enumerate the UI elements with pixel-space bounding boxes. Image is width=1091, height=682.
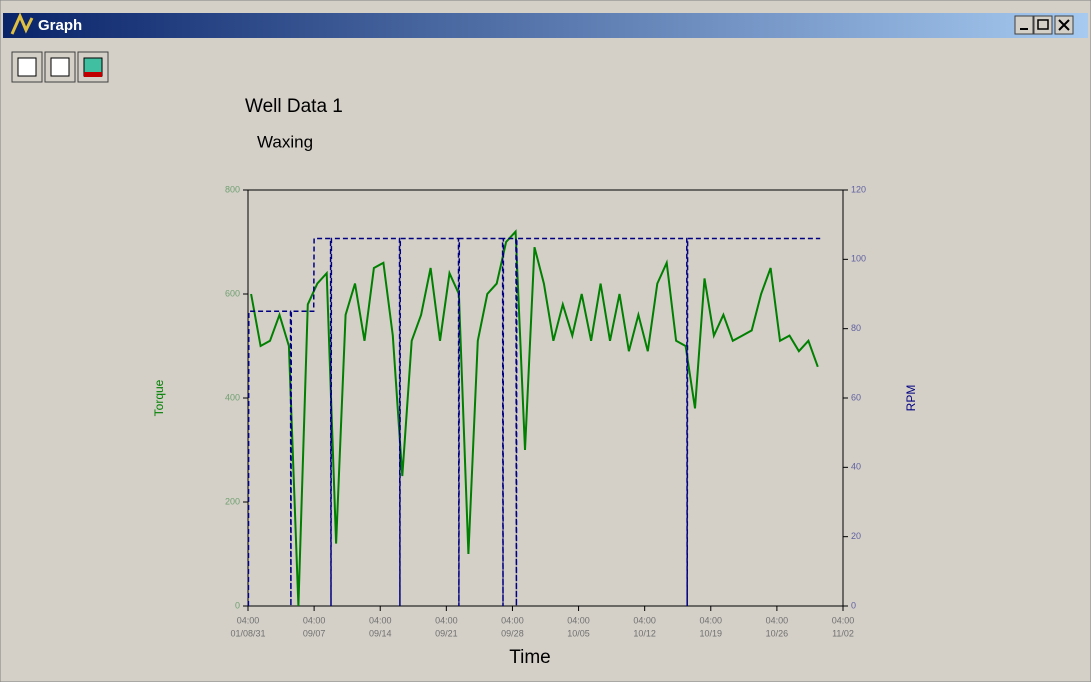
toolbar-icon	[17, 57, 37, 77]
minimize-button[interactable]	[1014, 15, 1034, 35]
x-tick-label: 09/28	[501, 628, 524, 638]
window-title: Graph	[38, 17, 82, 34]
y2-tick-label: 80	[851, 323, 861, 333]
x-tick-label: 10/19	[700, 628, 723, 638]
series-line	[247, 237, 821, 607]
maximize-button[interactable]	[1033, 15, 1053, 35]
minimize-glyph	[1020, 28, 1028, 30]
x-tick-label: 10/26	[766, 628, 789, 638]
y-axis-label: Torque	[152, 379, 166, 416]
x-tick-label: 10/05	[567, 628, 590, 638]
y-tick-label: 400	[225, 392, 240, 402]
toolbar-icon	[50, 57, 70, 77]
app-icon	[10, 12, 34, 35]
x-tick-label: 10/12	[633, 628, 656, 638]
x-tick-label: 04:00	[237, 615, 260, 625]
y2-axis-label: RPM	[904, 385, 918, 412]
y2-tick-label: 60	[851, 392, 861, 402]
x-tick-label: 04:00	[832, 615, 855, 625]
title-bar	[3, 13, 1088, 38]
x-tick-label: 09/07	[303, 628, 326, 638]
toolbar	[11, 51, 109, 83]
y-tick-label: 200	[225, 496, 240, 506]
x-tick-label: 04:00	[766, 615, 789, 625]
y2-tick-label: 120	[851, 184, 866, 194]
close-glyph	[1058, 19, 1070, 31]
x-tick-label: 01/08/31	[230, 628, 265, 638]
x-tick-label: 04:00	[435, 615, 458, 625]
chart-subtitle: Waxing	[257, 132, 313, 151]
x-axis-label: Time	[509, 647, 551, 668]
x-tick-label: 04:00	[369, 615, 392, 625]
x-tick-label: 04:00	[303, 615, 326, 625]
y2-tick-label: 20	[851, 531, 861, 541]
x-tick-label: 04:00	[567, 615, 590, 625]
y2-tick-label: 100	[851, 254, 866, 264]
x-tick-label: 11/02	[832, 628, 854, 638]
y2-tick-label: 40	[851, 462, 861, 472]
chart-title: Well Data 1	[245, 96, 343, 117]
x-tick-label: 09/14	[369, 628, 392, 638]
y-tick-label: 800	[225, 184, 240, 194]
y-tick-label: 600	[225, 288, 240, 298]
toolbar-icon	[84, 72, 102, 77]
x-tick-label: 04:00	[700, 615, 723, 625]
y-tick-label: 0	[235, 600, 240, 610]
x-tick-label: 09/21	[435, 628, 458, 638]
x-tick-label: 04:00	[633, 615, 656, 625]
x-tick-label: 04:00	[501, 615, 524, 625]
window-controls	[1014, 15, 1074, 35]
series-line	[250, 229, 819, 607]
maximize-glyph	[1037, 19, 1049, 30]
y2-tick-label: 0	[851, 600, 856, 610]
